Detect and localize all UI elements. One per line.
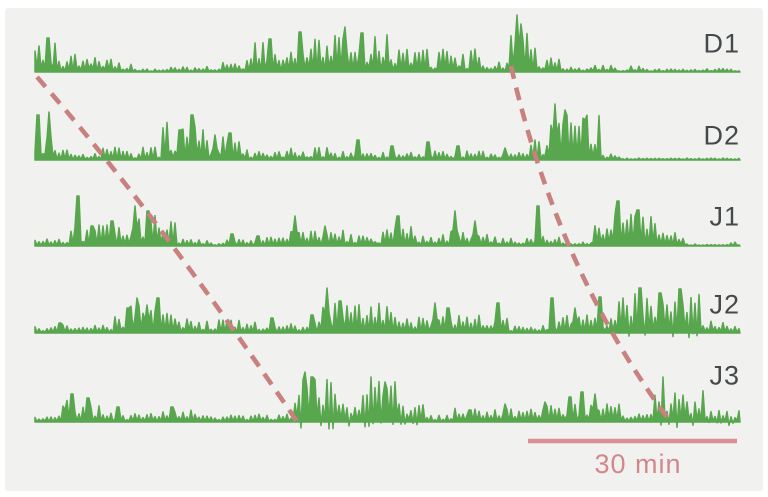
scalebar-label: 30 min <box>594 449 682 479</box>
activity-trace-d2 <box>34 103 741 161</box>
trace-label-d2: D2 <box>703 120 740 151</box>
activity-trace-j2 <box>34 287 741 339</box>
activity-trace-j3 <box>34 371 741 430</box>
activity-trace-d1 <box>34 14 741 73</box>
onset-drift-line-1 <box>35 75 300 425</box>
trace-label-j1: J1 <box>709 201 740 232</box>
trace-label-d1: D1 <box>703 28 740 59</box>
onset-drift-line-2 <box>508 65 669 419</box>
trace-label-j2: J2 <box>709 289 740 320</box>
trace-label-j3: J3 <box>709 360 740 391</box>
activity-trace-j1 <box>34 195 741 247</box>
